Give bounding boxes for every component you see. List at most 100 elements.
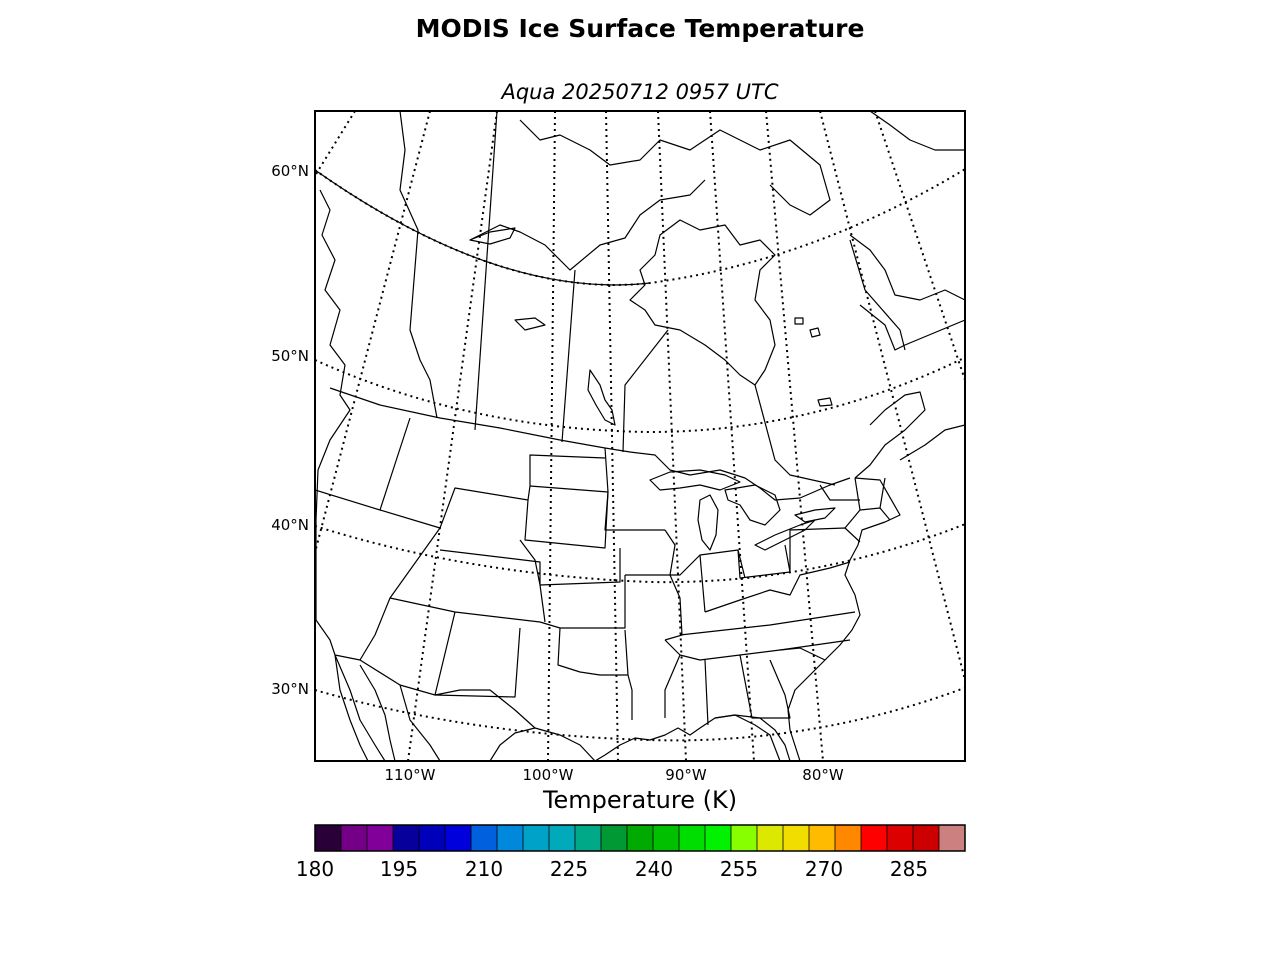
colorbar-segment xyxy=(783,825,810,851)
colorbar-tick-225: 225 xyxy=(550,857,588,881)
lake-huron xyxy=(724,484,781,526)
lon-line-90w xyxy=(657,111,687,761)
colorbar-segment xyxy=(523,825,550,851)
colorbar-segment xyxy=(835,825,862,851)
map-outlines xyxy=(315,111,965,761)
colorbar-tick-180: 180 xyxy=(296,857,334,881)
ontario-quebec-border xyxy=(754,384,836,486)
colorbar-tick-240: 240 xyxy=(635,857,673,881)
lon-line-70w xyxy=(874,111,965,381)
lon-line-95w xyxy=(605,111,619,761)
atlantic-coastline xyxy=(787,477,901,761)
lake-superior xyxy=(649,469,741,491)
map-content xyxy=(315,111,965,761)
lat-label-40n: 40°N xyxy=(271,516,309,534)
territories-border xyxy=(315,169,651,286)
colorbar-segment xyxy=(679,825,706,851)
st-lawrence-coast xyxy=(854,391,926,479)
colorbar-segment xyxy=(887,825,914,851)
colorbar-segment xyxy=(601,825,628,851)
colorbar-tick-195: 195 xyxy=(380,857,418,881)
lat-label-50n: 50°N xyxy=(271,347,309,365)
colorbar-ticks: 180 195 210 225 240 255 270 285 xyxy=(296,857,928,881)
baja-coastline xyxy=(359,664,396,761)
colorbar-segment xyxy=(341,825,368,851)
quebec-labrador-border xyxy=(849,239,906,351)
alberta-sask-border xyxy=(474,111,498,431)
colorbar xyxy=(315,825,966,851)
colorbar-segment xyxy=(913,825,940,851)
lon-label-110w: 110°W xyxy=(385,766,436,784)
quebec-lakes xyxy=(794,317,833,407)
colorbar-frame xyxy=(314,824,966,852)
lon-label-100w: 100°W xyxy=(523,766,574,784)
hudson-bay-coastline xyxy=(629,219,776,386)
quebec-coast xyxy=(859,304,965,351)
colorbar-segment xyxy=(315,825,342,851)
sask-manitoba-border xyxy=(561,269,576,443)
colorbar-segment xyxy=(861,825,888,851)
state-borders-midwest xyxy=(625,527,861,718)
longitude-gridlines xyxy=(315,111,965,761)
great-slave-lake xyxy=(469,227,516,245)
figure-title: MODIS Ice Surface Temperature xyxy=(415,14,865,43)
state-borders-east xyxy=(679,477,891,726)
colorbar-segment xyxy=(575,825,602,851)
colorbar-segment xyxy=(731,825,758,851)
labrador-coastline xyxy=(849,234,965,301)
colorbar-segment xyxy=(705,825,732,851)
us-canada-border xyxy=(329,387,851,501)
colorbar-segment xyxy=(419,825,446,851)
gulf-coastline xyxy=(594,714,781,761)
colorbar-segment xyxy=(497,825,524,851)
lat-line-50n xyxy=(315,356,965,434)
colorbar-segment xyxy=(757,825,784,851)
colorbar-segment xyxy=(627,825,654,851)
map-frame xyxy=(314,110,966,762)
state-borders-plains xyxy=(527,447,665,720)
colorbar-tick-270: 270 xyxy=(805,857,843,881)
colorbar-label: Temperature (K) xyxy=(542,786,738,814)
mexico-outline xyxy=(334,654,441,761)
lake-erie xyxy=(754,519,816,551)
colorbar-segment xyxy=(549,825,576,851)
lon-line-115w xyxy=(315,111,431,557)
lake-athabasca xyxy=(514,317,546,331)
lon-line-120w xyxy=(315,111,356,178)
colorbar-segment xyxy=(393,825,420,851)
latitude-gridlines xyxy=(315,167,965,742)
pacific-coastline xyxy=(315,189,386,761)
lon-line-85w xyxy=(709,111,755,761)
lon-line-80w xyxy=(765,111,824,761)
lon-label-80w: 80°W xyxy=(802,766,844,784)
lake-michigan xyxy=(697,494,719,551)
lat-label-30n: 30°N xyxy=(271,680,309,698)
arctic-islands xyxy=(519,119,831,216)
colorbar-tick-210: 210 xyxy=(465,857,503,881)
us-mexico-border xyxy=(359,659,536,729)
colorbar-segment xyxy=(445,825,472,851)
colorbar-tick-255: 255 xyxy=(720,857,758,881)
manitoba-ontario-border xyxy=(622,329,669,453)
lat-label-60n: 60°N xyxy=(271,162,309,180)
texas-coast xyxy=(489,727,596,761)
colorbar-tick-285: 285 xyxy=(890,857,928,881)
lat-line-30n xyxy=(315,686,965,742)
maritimes-coast xyxy=(899,424,965,461)
lon-line-110w xyxy=(407,111,498,761)
colorbar-segment xyxy=(653,825,680,851)
lon-line-75w xyxy=(819,111,965,681)
baffin-coast xyxy=(869,111,965,151)
lon-label-90w: 90°W xyxy=(665,766,707,784)
colorbar-segment xyxy=(939,825,966,851)
lake-winnipeg xyxy=(587,369,616,426)
colorbar-segment xyxy=(367,825,394,851)
arctic-coastline xyxy=(469,179,706,271)
bc-alberta-border xyxy=(399,111,438,419)
state-borders-west xyxy=(315,417,626,698)
lake-ontario xyxy=(794,507,836,523)
figure-subtitle: Aqua 20250712 0957 UTC xyxy=(501,80,779,104)
lat-line-40n xyxy=(315,523,965,584)
colorbar-segment xyxy=(471,825,498,851)
